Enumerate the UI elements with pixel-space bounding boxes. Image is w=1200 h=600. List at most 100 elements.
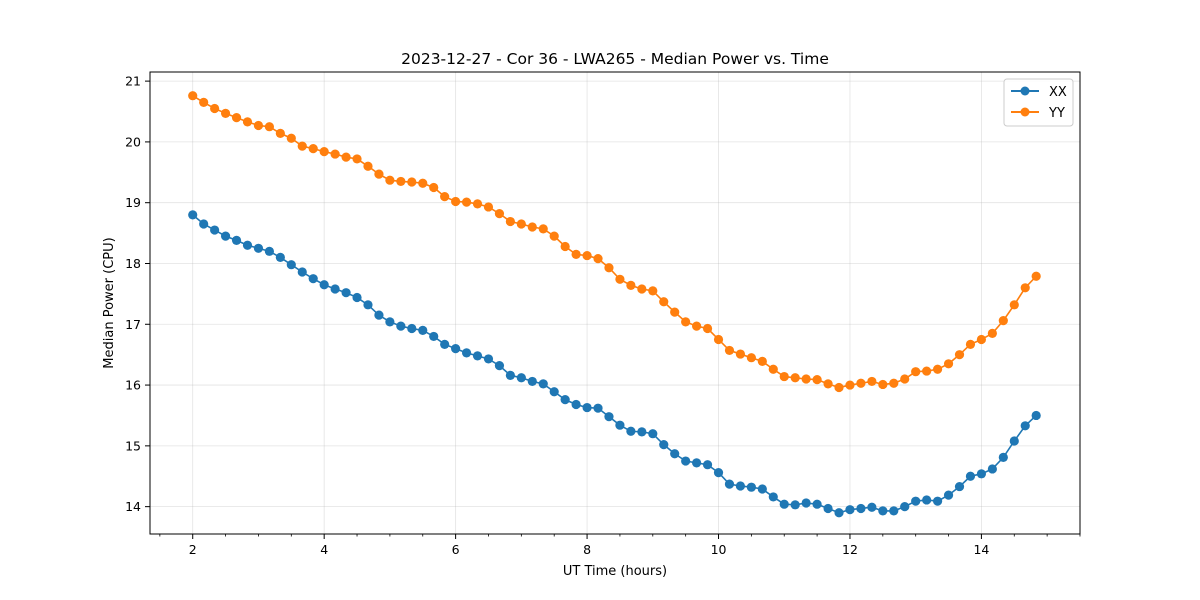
data-point-xx — [385, 317, 395, 327]
data-point-yy — [1009, 300, 1019, 310]
data-point-yy — [253, 120, 264, 131]
data-point-xx — [681, 456, 691, 466]
data-point-yy — [516, 219, 526, 229]
data-point-xx — [834, 508, 844, 518]
data-point-yy — [615, 274, 625, 284]
data-point-xx — [374, 310, 384, 320]
data-point-xx — [735, 481, 746, 491]
data-point-yy — [692, 321, 702, 331]
data-point-yy — [768, 364, 778, 374]
data-point-xx — [407, 323, 417, 334]
x-tick-label: 4 — [320, 542, 328, 557]
data-point-xx — [779, 499, 789, 509]
data-point-xx — [1009, 436, 1019, 446]
data-point-xx — [845, 505, 855, 515]
data-point-xx — [670, 449, 680, 459]
data-point-yy — [943, 359, 954, 369]
data-point-yy — [527, 222, 537, 232]
data-point-yy — [363, 161, 373, 171]
data-point-xx — [319, 280, 329, 290]
data-point-xx — [494, 361, 505, 371]
x-tick-label: 6 — [452, 542, 460, 557]
legend-marker-xx — [1020, 86, 1030, 96]
data-point-yy — [264, 122, 274, 132]
data-point-xx — [451, 343, 461, 354]
data-point-xx — [210, 225, 220, 235]
data-point-xx — [878, 506, 888, 516]
data-point-xx — [341, 288, 351, 298]
data-point-yy — [900, 374, 910, 384]
data-point-yy — [626, 280, 636, 290]
data-point-yy — [286, 133, 296, 143]
data-point-xx — [549, 387, 559, 397]
data-point-yy — [220, 108, 231, 118]
data-point-xx — [582, 402, 592, 413]
x-tick-label: 2 — [189, 542, 197, 557]
x-tick-label: 14 — [973, 542, 989, 557]
data-point-xx — [604, 412, 614, 422]
data-point-xx — [911, 496, 921, 506]
data-point-xx — [615, 420, 625, 430]
data-point-yy — [604, 263, 614, 273]
data-point-yy — [538, 224, 548, 234]
data-point-yy — [724, 345, 735, 356]
data-point-yy — [308, 143, 318, 154]
data-point-yy — [242, 117, 253, 127]
data-point-xx — [867, 502, 877, 512]
legend-marker-yy — [1020, 107, 1030, 117]
data-point-xx — [922, 495, 932, 505]
y-tick-label: 17 — [125, 317, 141, 332]
data-point-xx — [308, 274, 318, 284]
data-point-yy — [954, 350, 965, 360]
data-point-xx — [713, 468, 724, 478]
data-point-xx — [352, 292, 362, 303]
data-point-yy — [987, 328, 997, 338]
data-point-yy — [670, 307, 680, 317]
data-point-yy — [407, 177, 417, 187]
data-point-xx — [900, 502, 910, 512]
data-point-xx — [659, 440, 669, 450]
data-point-yy — [801, 374, 811, 384]
data-point-yy — [341, 152, 351, 162]
data-point-xx — [330, 284, 340, 294]
data-point-yy — [571, 249, 581, 259]
data-point-xx — [396, 321, 406, 331]
data-point-yy — [582, 250, 592, 261]
data-point-yy — [231, 112, 242, 123]
y-tick-label: 21 — [125, 74, 141, 89]
x-axis-label: UT Time (hours) — [563, 564, 667, 579]
data-point-yy — [418, 178, 428, 188]
data-point-yy — [834, 382, 844, 393]
data-point-xx — [856, 503, 866, 514]
data-point-xx — [516, 373, 526, 383]
data-point-xx — [297, 267, 307, 277]
y-tick-label: 20 — [125, 134, 141, 149]
data-point-xx — [965, 471, 976, 481]
data-point-yy — [440, 192, 450, 202]
data-point-yy — [549, 231, 559, 241]
data-point-xx — [363, 300, 373, 310]
data-point-xx — [461, 348, 472, 358]
data-point-yy — [922, 366, 932, 376]
plot-frame — [149, 71, 1081, 535]
data-point-xx — [790, 500, 800, 510]
data-point-xx — [199, 219, 209, 229]
data-point-xx — [505, 370, 515, 380]
data-point-yy — [889, 378, 899, 388]
data-point-yy — [199, 97, 209, 107]
series-layer — [188, 91, 1041, 518]
data-point-yy — [560, 241, 570, 252]
data-point-xx — [231, 235, 242, 245]
data-point-xx — [571, 399, 581, 410]
data-point-yy — [790, 373, 800, 383]
data-point-yy — [965, 339, 976, 349]
data-point-yy — [396, 176, 406, 187]
data-point-xx — [702, 460, 713, 470]
data-point-xx — [472, 351, 483, 361]
data-point-yy — [845, 380, 855, 390]
data-point-yy — [188, 91, 198, 101]
data-point-yy — [352, 154, 362, 164]
data-point-yy — [932, 364, 943, 374]
data-point-xx — [242, 240, 253, 250]
data-point-yy — [210, 103, 220, 114]
